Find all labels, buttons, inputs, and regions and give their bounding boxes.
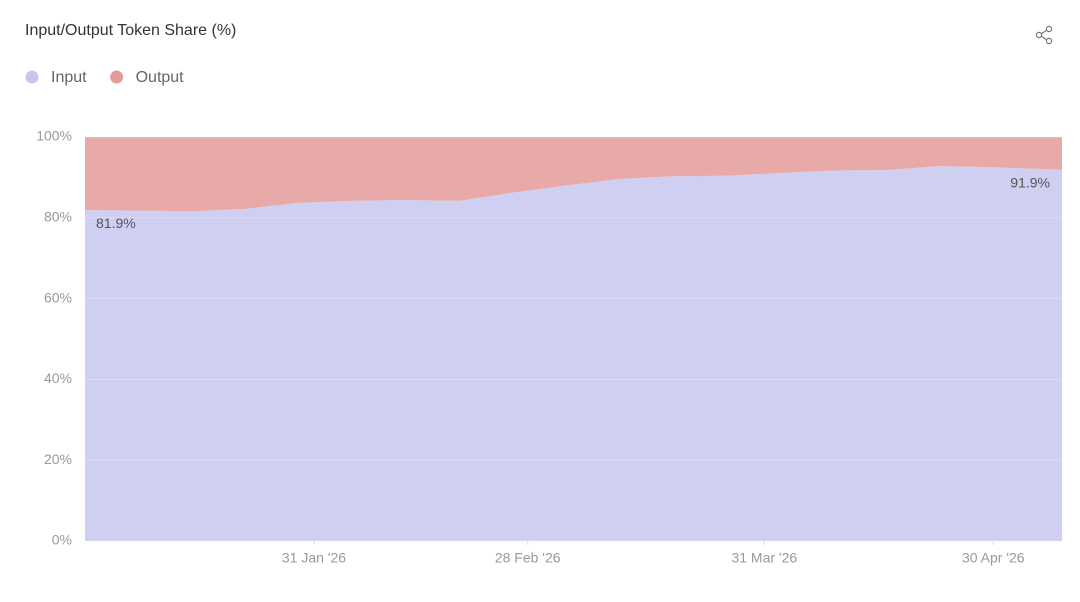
share-node	[1035, 31, 1043, 39]
data-label: 81.9%	[96, 215, 136, 231]
legend-label: Output	[136, 69, 185, 86]
y-tick-label: 60%	[44, 289, 72, 305]
share-node	[1045, 37, 1053, 45]
y-tick-label: 80%	[44, 209, 72, 225]
data-label: 91.9%	[1010, 174, 1050, 190]
x-tick-label: 31 Jan '26	[282, 550, 346, 566]
share-icon[interactable]	[1035, 25, 1053, 45]
area-0	[85, 166, 1062, 541]
y-tick-label: 0%	[52, 532, 72, 548]
legend-swatch	[25, 70, 39, 84]
legend-label: Input	[51, 69, 87, 86]
chart-title: Input/Output Token Share (%)	[25, 22, 236, 39]
area-1	[85, 137, 1062, 212]
x-tick-label: 28 Feb '26	[495, 550, 561, 566]
x-tick-label: 30 Apr '26	[962, 550, 1025, 566]
share-node	[1045, 25, 1053, 33]
y-tick-label: 40%	[44, 370, 72, 386]
overlay: 81.9% 91.9% 0% 20% 40% 60% 80% 100% 31 Jan '26 28…	[36, 128, 1062, 566]
y-tick-label: 20%	[44, 451, 72, 467]
legend-swatch	[110, 70, 124, 84]
share-link	[1040, 35, 1048, 41]
plot-area	[85, 137, 1062, 541]
x-tick-label: 31 Mar '26	[731, 550, 797, 566]
share-link	[1040, 29, 1048, 35]
y-tick-label: 100%	[36, 128, 72, 144]
